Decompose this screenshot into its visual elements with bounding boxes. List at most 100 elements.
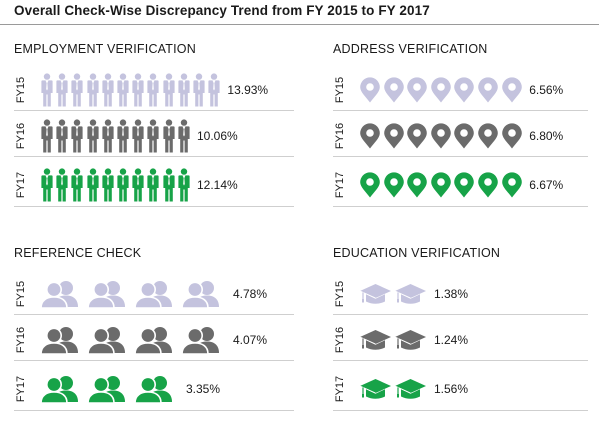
value-label: 1.38% [434,287,469,301]
businessman-icon [178,168,190,202]
graduation-cap-icon [359,330,391,350]
value-label: 12.14% [197,178,238,192]
graduation-cap-icon [359,379,391,399]
businessman-icon [193,73,205,107]
icon-group [40,272,228,316]
businessman-icon [162,168,175,202]
panel-education-verification: EDUCATION VERIFICATION FY15 1.38% FY16 1.24… [333,246,588,421]
row-divider [333,110,588,111]
map-pin-icon [360,172,380,198]
map-pin-icon [383,123,404,149]
businessman-icon [56,168,68,202]
businessman-icon [86,73,99,107]
businessman-icon [147,119,159,153]
businessman-icon [41,168,53,202]
row-divider [14,360,294,361]
panel-title: EDUCATION VERIFICATION [333,246,501,260]
businessman-icon [147,73,159,107]
year-label: FY17 [334,375,346,403]
row-divider [333,410,588,411]
map-pin-icon [430,172,451,198]
businessman-icon [162,119,175,153]
map-pin-icon [360,123,380,149]
people-icon [134,281,172,308]
map-pin-icon [383,77,404,103]
year-label: FY15 [15,280,27,308]
map-pin-icon [454,77,475,103]
map-pin-icon [501,172,522,198]
graduation-cap-icon [394,379,426,399]
icon-group [40,318,228,362]
panel-title: ADDRESS VERIFICATION [333,42,488,56]
row-fy16: FY16 4.07% [14,318,294,362]
people-icon [87,281,125,308]
row-fy16: FY16 6.80% [333,114,588,158]
businessman-icon [102,119,114,153]
people-icon [181,327,219,354]
panel-title: REFERENCE CHECK [14,246,142,260]
icon-group [359,272,429,316]
value-label: 6.80% [529,129,564,143]
map-pin-icon [501,123,522,149]
row-divider [14,110,294,111]
map-pin-icon [478,77,498,103]
map-pin-icon [430,77,451,103]
map-pin-icon [430,123,451,149]
graduation-cap-icon [394,330,426,350]
value-label: 10.06% [197,129,238,143]
year-label: FY16 [15,326,27,354]
icon-group [40,68,222,112]
row-divider [333,206,588,207]
value-label: 6.56% [529,83,564,97]
row-divider [333,360,588,361]
people-icon [40,327,78,354]
panel-reference-check: REFERENCE CHECK FY15 4.78% FY16 4.07% FY17 3.… [14,246,294,421]
panel-address-verification: ADDRESS VERIFICATION FY15 6.56% FY16 6.80% F… [333,42,588,217]
panel-employment-verification: EMPLOYMENT VERIFICATION FY15 13.93% FY16 10… [14,42,294,217]
people-icon [40,376,78,403]
map-pin-icon [407,172,427,198]
businessman-icon [71,168,83,202]
row-fy16: FY16 10.06% [14,114,294,158]
year-label: FY17 [334,171,346,199]
year-label: FY17 [15,375,27,403]
businessman-icon [147,168,159,202]
businessman-icon [178,119,190,153]
businessman-icon [71,73,83,107]
map-pin-icon [478,123,498,149]
row-fy15: FY15 13.93% [14,68,294,112]
businessman-icon [102,168,114,202]
row-divider [14,314,294,315]
map-pin-icon [501,77,522,103]
row-divider [14,410,294,411]
businessman-icon [132,73,144,107]
icon-group [40,367,181,411]
businessman-icon [86,168,99,202]
year-label: FY16 [334,326,346,354]
year-label: FY16 [15,122,27,150]
value-label: 1.56% [434,382,469,396]
year-label: FY15 [334,280,346,308]
row-fy17: FY17 3.35% [14,367,294,411]
icon-group [359,68,524,112]
businessman-icon [56,73,68,107]
value-label: 1.24% [434,333,469,347]
businessman-icon [208,73,220,107]
graduation-cap-icon [359,284,391,304]
people-icon [40,281,78,308]
map-pin-icon [407,123,427,149]
businessman-icon [132,119,144,153]
businessman-icon [41,119,53,153]
map-pin-icon [478,172,498,198]
businessman-icon [41,73,53,107]
row-fy17: FY17 1.56% [333,367,588,411]
businessman-icon [162,73,175,107]
map-pin-icon [407,77,427,103]
value-label: 4.07% [233,333,268,347]
panel-title: EMPLOYMENT VERIFICATION [14,42,196,56]
value-label: 13.93% [227,83,269,97]
row-fy15: FY15 1.38% [333,272,588,316]
people-icon [134,327,172,354]
people-icon [87,376,125,403]
icon-group [359,367,429,411]
